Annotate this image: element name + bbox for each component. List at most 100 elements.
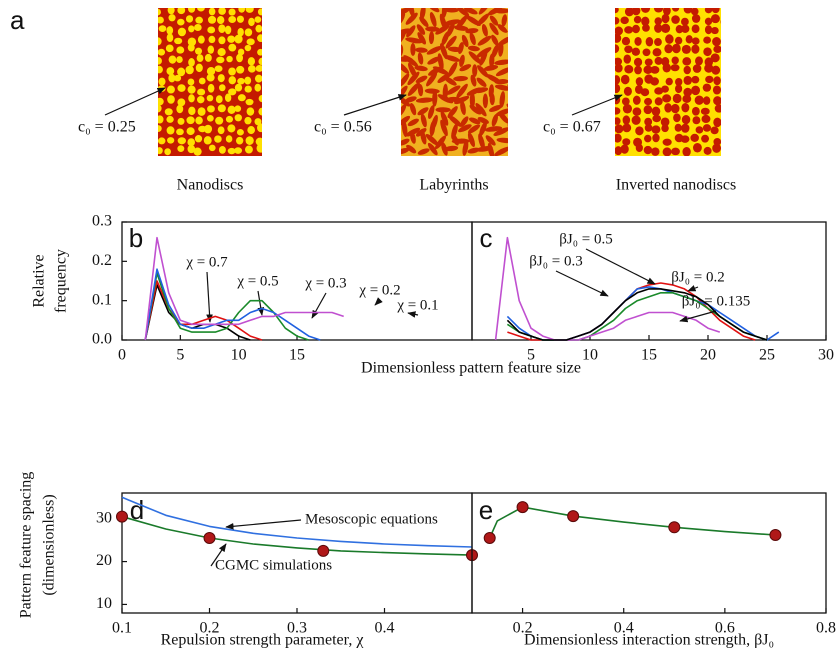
texture-blob — [640, 8, 651, 13]
texture-blob — [177, 18, 185, 26]
texture-blob — [710, 26, 719, 35]
texture-blob — [509, 112, 515, 128]
series-label: χ = 0.7 — [185, 254, 228, 270]
texture-blob — [501, 14, 508, 27]
texture-blob — [417, 107, 429, 116]
data-point — [567, 510, 580, 523]
texture-blob — [681, 115, 691, 125]
texture-blob — [186, 116, 195, 125]
texture-blob — [691, 106, 700, 116]
texture-blob — [479, 49, 488, 66]
texture-blob — [695, 56, 703, 66]
texture-blob — [236, 15, 244, 23]
texture-blob — [665, 34, 674, 44]
texture-blob — [401, 8, 410, 15]
texture-blob — [478, 133, 485, 150]
texture-blob — [454, 25, 469, 31]
texture-blob — [158, 57, 162, 65]
texture-blob — [681, 102, 690, 113]
texture-blob — [664, 103, 672, 113]
texture-blob — [671, 8, 680, 12]
texture-blob — [621, 97, 630, 106]
texture-blob — [680, 135, 690, 143]
texture-blob — [227, 124, 236, 133]
texture-blob — [437, 53, 444, 71]
pattern-image — [158, 8, 262, 156]
texture-blob — [491, 34, 499, 46]
texture-blob — [460, 116, 469, 127]
texture-blob — [406, 25, 416, 38]
texture-blob — [158, 8, 161, 16]
texture-blob — [683, 75, 693, 85]
texture-blob — [691, 44, 700, 54]
texture-blob — [177, 98, 186, 107]
texture-blob — [469, 32, 476, 46]
texture-blob — [256, 143, 262, 153]
texture-blob — [671, 56, 679, 65]
texture-blob — [207, 45, 215, 54]
texture-blob — [498, 111, 508, 124]
texture-blob — [508, 92, 522, 104]
texture-blob — [511, 145, 520, 160]
texture-blob — [258, 57, 262, 66]
texture-blob — [188, 106, 196, 116]
texture-blob — [254, 118, 262, 126]
data-point — [668, 521, 681, 534]
texture-blob — [482, 93, 488, 109]
texture-blob — [244, 44, 252, 52]
texture-blob — [682, 147, 691, 156]
texture-blob — [631, 8, 641, 16]
annotation-arrow — [374, 297, 383, 306]
texture-blob — [512, 51, 517, 65]
texture-blob — [166, 67, 175, 76]
texture-blob — [654, 38, 662, 46]
texture-blob — [218, 24, 226, 33]
texture-blob — [635, 126, 644, 136]
texture-blob — [722, 46, 730, 55]
texture-blob — [472, 64, 478, 77]
data-line — [121, 515, 473, 556]
plot-frame — [471, 492, 827, 614]
texture-blob — [168, 55, 177, 64]
texture-blob — [615, 17, 620, 25]
texture-blob — [477, 65, 489, 78]
texture-blob — [255, 64, 262, 72]
texture-blob — [691, 85, 701, 96]
texture-blob — [712, 85, 721, 95]
texture-blob — [448, 114, 462, 127]
texture-blob — [695, 126, 704, 134]
texture-blob — [197, 8, 205, 12]
texture-blob — [468, 124, 481, 134]
texture-blob — [165, 44, 174, 53]
panel-label: a — [10, 5, 25, 35]
series-label: Mesoscopic equations — [305, 511, 438, 527]
texture-blob — [721, 58, 730, 67]
texture-blob — [615, 133, 622, 143]
texture-blob — [216, 56, 225, 64]
texture-blob — [705, 75, 714, 84]
y-tick-label: 20 — [96, 552, 112, 569]
texture-blob — [177, 67, 186, 77]
texture-blob — [158, 115, 164, 124]
texture-blob — [444, 55, 460, 62]
texture-blob — [257, 123, 262, 133]
series-label: χ = 0.3 — [304, 275, 346, 291]
texture-blob — [467, 45, 480, 52]
texture-blob — [444, 145, 459, 152]
texture-blob — [195, 116, 203, 125]
texture-blob — [215, 95, 223, 104]
texture-blob — [258, 94, 262, 103]
plot-frame — [121, 221, 473, 341]
texture-blob — [478, 8, 491, 15]
texture-blob — [675, 24, 684, 34]
texture-blob — [177, 137, 186, 145]
texture-blob — [615, 117, 621, 125]
texture-blob — [447, 106, 458, 118]
texture-blob — [645, 36, 654, 47]
texture-blob — [166, 33, 174, 42]
texture-blob — [483, 65, 499, 71]
y-axis-label: Relative — [31, 254, 48, 307]
texture-blob — [257, 48, 262, 56]
texture-blob — [166, 126, 175, 135]
texture-blob — [227, 147, 236, 155]
